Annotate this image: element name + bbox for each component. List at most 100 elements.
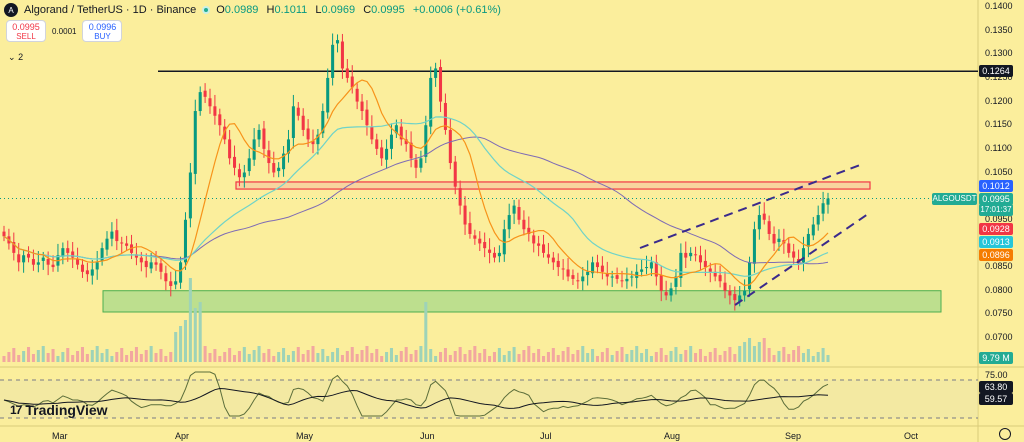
candle-body (233, 156, 237, 168)
volume-bar (762, 338, 766, 362)
volume-bar (370, 353, 374, 362)
volume-bar (46, 353, 50, 362)
cyan-ma-tag: 0.0913 (979, 236, 1013, 248)
volume-bar (66, 348, 70, 362)
buy-button[interactable]: 0.0996 BUY (82, 20, 123, 42)
candle-body (36, 262, 40, 265)
volume-bar (2, 356, 6, 362)
volume-bar (282, 348, 286, 362)
volume-bar (340, 355, 344, 362)
candle-body (640, 269, 644, 272)
volume-bar (115, 352, 119, 362)
volume-bar (394, 355, 398, 362)
candle-body (664, 292, 668, 296)
volume-bar (458, 347, 462, 362)
candle-body (492, 252, 496, 258)
volume-bar (743, 342, 747, 362)
symbol-title[interactable]: Algorand / TetherUS · 1D · Binance (24, 4, 197, 16)
candle-body (306, 128, 310, 140)
candle-body (595, 262, 599, 268)
candle-body (115, 230, 119, 242)
candle-body (350, 76, 354, 88)
volume-bar (782, 347, 786, 362)
volume-bar (22, 351, 26, 362)
candle-body (286, 139, 290, 154)
volume-bar (110, 356, 114, 362)
candle-body (223, 126, 227, 140)
candle-body (801, 248, 805, 263)
volume-bar (51, 349, 55, 362)
candle-body (193, 111, 197, 174)
candle-body (537, 243, 541, 246)
candle-body (80, 264, 84, 272)
candle-body (738, 295, 742, 302)
supply-zone (235, 181, 871, 190)
candle-body (179, 262, 183, 283)
volume-bar (801, 353, 805, 362)
time-axis-label: Oct (904, 431, 919, 441)
volume-bar (336, 348, 340, 362)
candle-body (252, 139, 256, 160)
volume-bar (306, 350, 310, 362)
volume-bar (380, 356, 384, 362)
candle-body (22, 255, 26, 263)
volume-bar (473, 346, 477, 362)
volume-bar (419, 346, 423, 362)
market-status-icon[interactable] (202, 6, 211, 14)
volume-bar (507, 351, 511, 362)
candle-body (404, 139, 408, 145)
candle-body (772, 233, 776, 244)
volume-bar (546, 352, 550, 362)
volume-bar (669, 351, 673, 362)
volume-bar (806, 349, 810, 362)
volume-bar (492, 352, 496, 362)
candle-body (566, 269, 570, 277)
candle-body (71, 251, 75, 258)
time-axis-label: May (296, 431, 314, 441)
volume-bar (463, 354, 467, 362)
sell-button[interactable]: 0.0995 SELL (6, 20, 46, 42)
time-axis-label: Sep (785, 431, 802, 441)
volume-bar (316, 353, 320, 362)
candle-body (144, 260, 148, 268)
volume-bar (664, 355, 668, 362)
volume-bar (144, 350, 148, 362)
volume-bar (483, 349, 487, 362)
settings-gear-icon[interactable] (999, 428, 1011, 440)
indicator-collapse-toggle[interactable]: ⌄ 2 (8, 52, 24, 62)
candle-body (277, 167, 281, 172)
candle-body (669, 288, 673, 296)
volume-bar (7, 352, 11, 362)
rsi-line (3, 371, 829, 417)
candle-body (443, 102, 447, 130)
candle-body (767, 221, 771, 234)
tradingview-logo[interactable]: 17 TradingView (10, 402, 108, 418)
volume-bar (777, 351, 781, 362)
demand-zone (102, 290, 942, 313)
volume-bar (247, 354, 251, 362)
tradingview-mark-icon: 17 (10, 403, 22, 417)
volume-bar (551, 348, 555, 362)
volume-bar (355, 354, 359, 362)
volume-bar (193, 308, 197, 362)
candle-body (600, 265, 604, 272)
trade-panel: 0.0995 SELL 0.0001 0.0996 BUY (6, 20, 123, 42)
volume-bar (772, 355, 776, 362)
candle-body (625, 278, 629, 282)
price-axis-label: 0.1100 (985, 142, 1012, 153)
volume-bar (645, 349, 649, 362)
volume-bar (826, 355, 830, 362)
symbol-tag: ALGOUSDT (932, 193, 977, 205)
candle-body (777, 238, 781, 243)
volume-bar (409, 354, 413, 362)
volume-bar (556, 355, 560, 362)
candle-body (203, 90, 207, 97)
volume-tag: 9.79 M (979, 352, 1013, 364)
candle-body (419, 158, 423, 168)
candle-body (463, 205, 467, 225)
volume-bar (752, 346, 756, 362)
volume-bar (649, 356, 653, 362)
candle-body (517, 207, 521, 220)
candle-body (154, 262, 158, 265)
